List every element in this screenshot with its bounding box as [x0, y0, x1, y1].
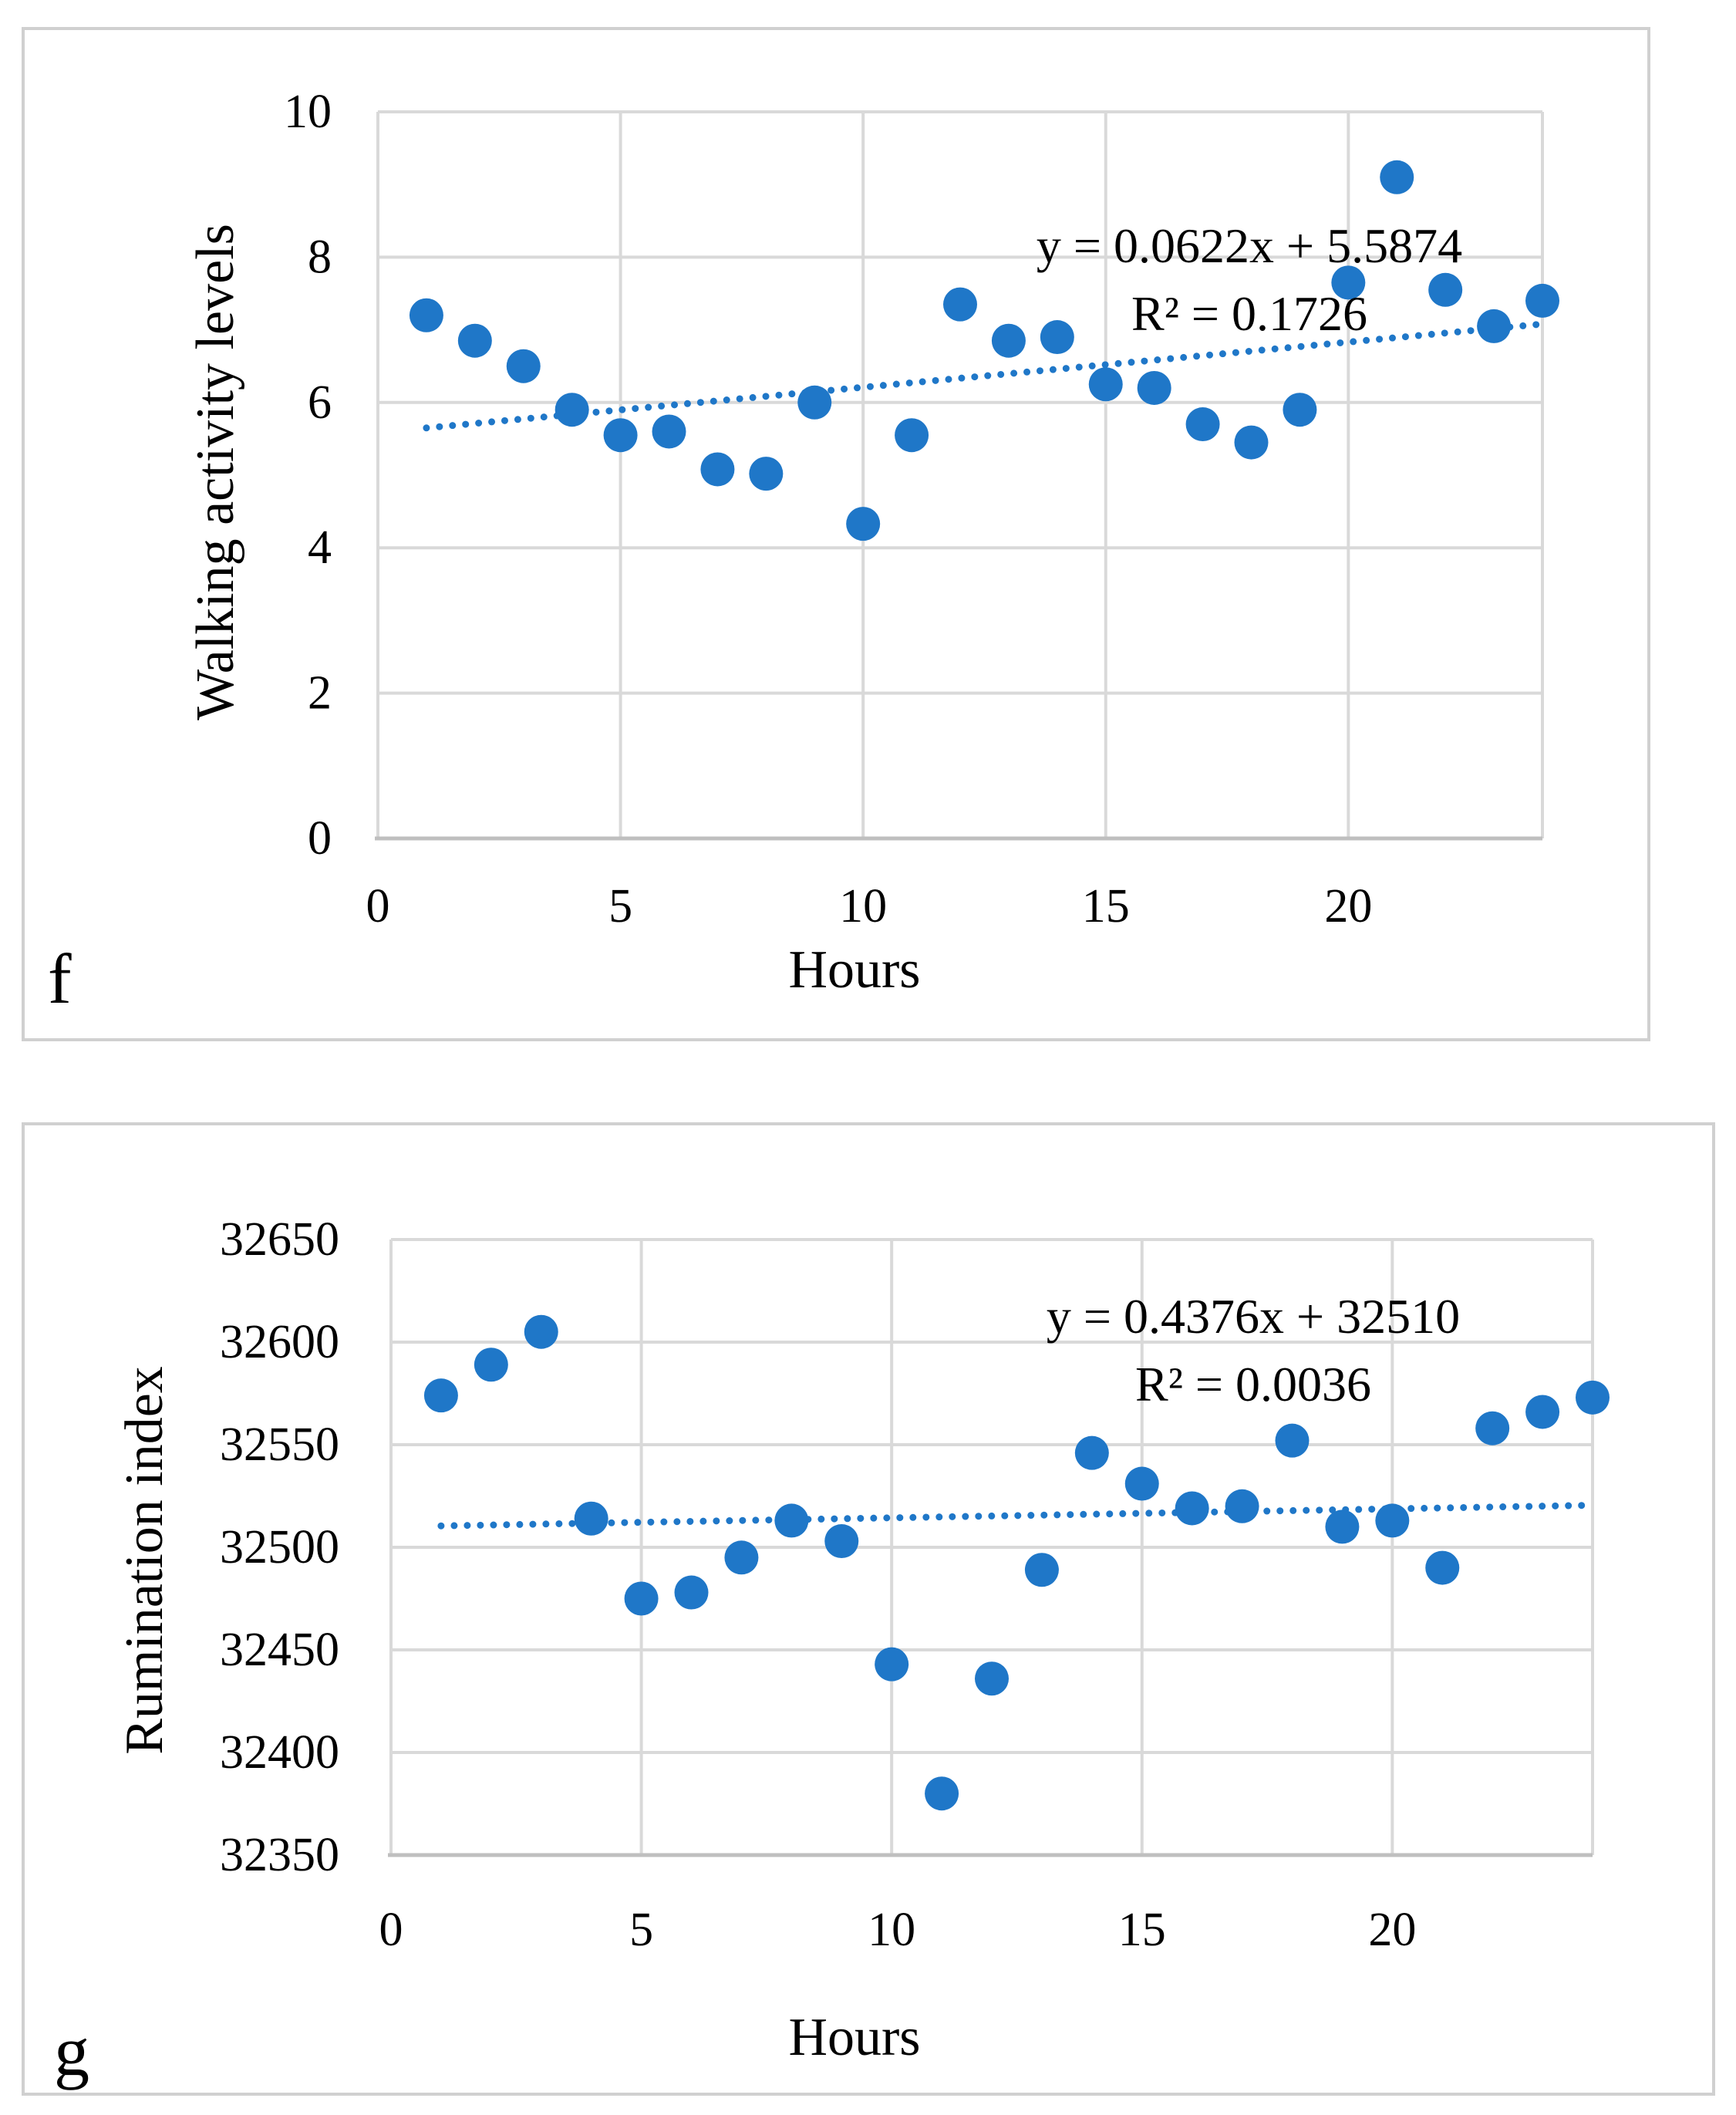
data-point-g	[1325, 1510, 1360, 1544]
x-tick-label-f: 10	[839, 880, 887, 933]
data-point-g	[1074, 1435, 1109, 1470]
trendline-f	[423, 320, 1546, 432]
data-point-g	[875, 1647, 909, 1682]
data-point-f	[991, 323, 1026, 358]
data-point-f	[457, 323, 492, 358]
y-tick-label-g: 32400	[220, 1726, 339, 1779]
data-point-f	[846, 507, 881, 541]
x-tick-label-g: 20	[1368, 1904, 1416, 1956]
data-point-f	[506, 349, 541, 383]
x-tick-label-f: 20	[1324, 880, 1372, 933]
y-tick-label-f: 0	[308, 812, 332, 865]
panel-label-g: g	[54, 2012, 89, 2090]
data-point-f	[1185, 407, 1220, 442]
y-tick-label-f: 2	[308, 667, 332, 720]
trendline-g	[437, 1501, 1596, 1530]
y-tick-label-g: 32500	[220, 1521, 339, 1574]
trendline-f	[423, 320, 1546, 432]
tick-labels-g: 32350 32400 32450 32500 32550 32600 32650 0 5 10 1…	[220, 1213, 1416, 1956]
data-point-f	[1040, 320, 1074, 355]
data-point-f	[700, 452, 735, 487]
gridlines-g	[389, 1238, 1594, 1855]
data-point-f	[1380, 160, 1414, 194]
y-tick-label-g: 32350	[220, 1829, 339, 1881]
data-point-f	[555, 393, 589, 427]
data-point-f	[797, 385, 832, 420]
x-tick-label-g: 5	[629, 1904, 653, 1956]
trendline-g	[437, 1501, 1596, 1530]
data-point-f	[652, 414, 686, 449]
x-axis-title-g: Hours	[788, 2008, 920, 2067]
y-axis-title-g: Rumination index	[115, 1366, 174, 1755]
data-point-g	[674, 1575, 709, 1610]
data-point-f	[603, 418, 638, 453]
y-tick-label-g: 32650	[220, 1213, 339, 1266]
data-point-g	[1024, 1553, 1059, 1587]
y-tick-label-g: 32600	[220, 1316, 339, 1368]
x-tick-label-g: 10	[868, 1904, 915, 1956]
chart-panel-f	[22, 27, 1650, 1041]
equation-label-f: y = 0.0622x + 5.5874	[1037, 218, 1462, 273]
data-point-f	[1234, 425, 1269, 460]
y-tick-label-f: 8	[308, 231, 332, 283]
data-point-g	[824, 1524, 859, 1559]
data-point-g	[624, 1581, 659, 1616]
data-point-f	[1477, 309, 1512, 343]
r2-label-f: R² = 0.1726	[1131, 286, 1367, 341]
data-points-g	[423, 1314, 1610, 1811]
data-point-g	[1525, 1395, 1560, 1429]
x-tick-label-f: 15	[1082, 880, 1130, 933]
x-tick-label-f: 0	[366, 880, 390, 933]
data-point-f	[1088, 367, 1123, 402]
chart-panel-g	[22, 1122, 1715, 2096]
data-point-g	[474, 1348, 508, 1382]
data-point-g	[724, 1540, 759, 1575]
data-point-f	[895, 418, 929, 453]
y-tick-label-f: 6	[308, 376, 332, 429]
data-point-f	[1137, 370, 1171, 405]
x-tick-label-f: 5	[608, 880, 632, 933]
data-point-g	[1576, 1380, 1610, 1415]
data-point-g	[1475, 1411, 1510, 1445]
data-point-g	[975, 1661, 1009, 1696]
data-point-g	[1225, 1489, 1259, 1523]
gridlines-f	[376, 110, 1544, 838]
data-point-g	[423, 1378, 458, 1413]
y-tick-label-g: 32450	[220, 1624, 339, 1676]
data-point-f	[1331, 265, 1366, 300]
y-tick-label-f: 10	[284, 86, 332, 138]
y-tick-label-f: 4	[308, 521, 332, 574]
data-point-f	[1525, 283, 1559, 318]
data-point-g	[1375, 1503, 1410, 1538]
x-tick-label-g: 15	[1118, 1904, 1166, 1956]
data-points-f	[409, 160, 1559, 541]
x-tick-label-g: 0	[379, 1904, 403, 1956]
data-point-g	[1175, 1491, 1209, 1526]
tick-labels-f: 0 2 4 6 8 10 0 5 10 15 20	[284, 86, 1372, 933]
data-point-f	[749, 457, 784, 491]
panel-label-f: f	[48, 939, 72, 1018]
y-axis-title-f: Walking activity levels	[186, 224, 245, 720]
data-point-f	[409, 298, 443, 332]
y-tick-label-g: 32550	[220, 1418, 339, 1471]
data-point-f	[1283, 393, 1317, 427]
equation-label-g: y = 0.4376x + 32510	[1047, 1289, 1460, 1344]
data-point-g	[524, 1314, 558, 1349]
data-point-f	[943, 287, 977, 322]
data-point-g	[925, 1776, 959, 1811]
data-point-f	[1428, 272, 1463, 307]
data-point-g	[574, 1501, 608, 1536]
x-axis-title-f: Hours	[788, 940, 920, 1000]
data-point-g	[774, 1503, 809, 1538]
r2-label-g: R² = 0.0036	[1135, 1357, 1371, 1412]
data-point-g	[1124, 1466, 1159, 1501]
data-point-g	[1275, 1423, 1310, 1458]
data-point-g	[1425, 1550, 1460, 1585]
